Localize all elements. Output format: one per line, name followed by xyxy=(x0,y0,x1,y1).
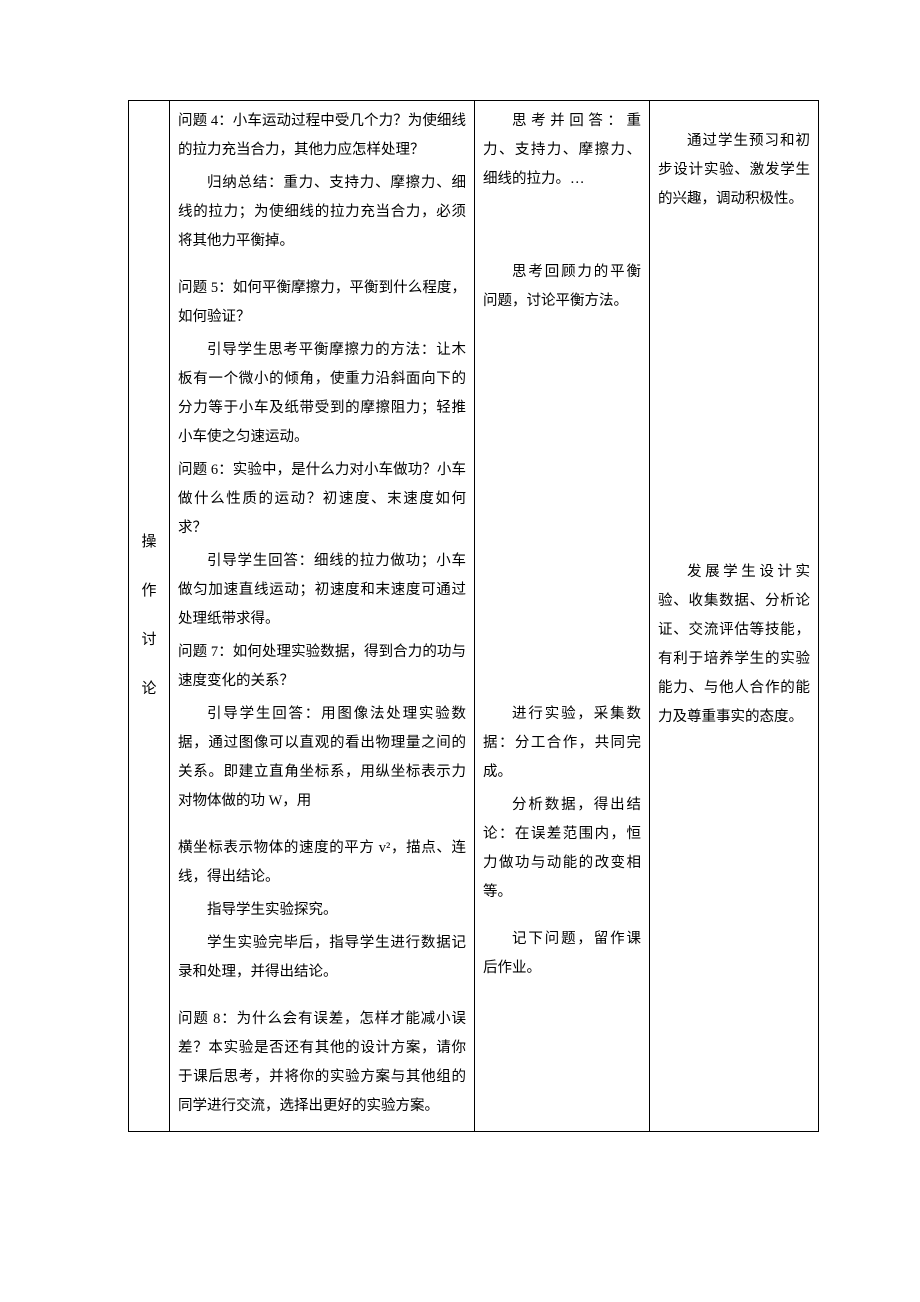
label-char: 作 xyxy=(129,584,169,599)
label-char: 论 xyxy=(129,682,169,697)
guide-6: 引导学生回答：细线的拉力做功；小车做匀加速直线运动；初速度和末速度可通过处理纸带… xyxy=(178,547,466,634)
student-experiment: 进行实验，采集数据：分工合作，共同完成。 xyxy=(483,700,641,787)
question-7: 问题 7：如何处理实验数据，得到合力的功与速度变化的关系？ xyxy=(178,638,466,696)
teacher-activity-cell: 问题 4：小车运动过程中受几个力？为使细线的拉力充当合力，其他力应怎样处理？ 归… xyxy=(170,101,475,1132)
guide-7c: 指导学生实验探究。 xyxy=(178,896,466,925)
question-4: 问题 4：小车运动过程中受几个力？为使细线的拉力充当合力，其他力应怎样处理？ xyxy=(178,107,466,165)
student-activity-cell: 思考并回答：重力、支持力、摩擦力、细线的拉力。… 思考回顾力的平衡问题，讨论平衡… xyxy=(475,101,650,1132)
row-label-cell: 操 作 讨 论 xyxy=(129,101,170,1132)
design-intent-cell: 通过学生预习和初步设计实验、激发学生的兴趣，调动积极性。 发展学生设计实验、收集… xyxy=(650,101,819,1132)
student-answer-4: 思考并回答：重力、支持力、摩擦力、细线的拉力。… xyxy=(483,107,641,194)
student-homework: 记下问题，留作课后作业。 xyxy=(483,925,641,983)
intent-2: 发展学生设计实验、收集数据、分析论证、交流评估等技能，有利于培养学生的实验能力、… xyxy=(658,558,810,732)
lesson-table: 操 作 讨 论 问题 4：小车运动过程中受几个力？为使细线的拉力充当合力，其他力… xyxy=(128,100,819,1132)
label-char: 讨 xyxy=(129,633,169,648)
student-answer-5: 思考回顾力的平衡问题，讨论平衡方法。 xyxy=(483,258,641,316)
question-5: 问题 5：如何平衡摩擦力，平衡到什么程度，如何验证？ xyxy=(178,274,466,332)
page: 操 作 讨 论 问题 4：小车运动过程中受几个力？为使细线的拉力充当合力，其他力… xyxy=(0,0,920,1302)
summary-4: 归纳总结：重力、支持力、摩擦力、细线的拉力；为使细线的拉力充当合力，必须将其他力… xyxy=(178,169,466,256)
question-8: 问题 8：为什么会有误差，怎样才能减小误差？本实验是否还有其他的设计方案，请你于… xyxy=(178,1005,466,1121)
table-row: 操 作 讨 论 问题 4：小车运动过程中受几个力？为使细线的拉力充当合力，其他力… xyxy=(129,101,819,1132)
guide-7a: 引导学生回答：用图像法处理实验数据，通过图像可以直观的看出物理量之间的关系。即建… xyxy=(178,700,466,816)
guide-7d: 学生实验完毕后，指导学生进行数据记录和处理，并得出结论。 xyxy=(178,929,466,987)
student-analysis: 分析数据，得出结论：在误差范围内，恒力做功与动能的改变相等。 xyxy=(483,791,641,907)
label-char: 操 xyxy=(129,535,169,550)
guide-7b: 横坐标表示物体的速度的平方 v²，描点、连线，得出结论。 xyxy=(178,834,466,892)
question-6: 问题 6：实验中，是什么力对小车做功？小车做什么性质的运动？初速度、末速度如何求… xyxy=(178,456,466,543)
intent-1: 通过学生预习和初步设计实验、激发学生的兴趣，调动积极性。 xyxy=(658,127,810,214)
guide-5: 引导学生思考平衡摩擦力的方法：让木板有一个微小的倾角，使重力沿斜面向下的分力等于… xyxy=(178,336,466,452)
